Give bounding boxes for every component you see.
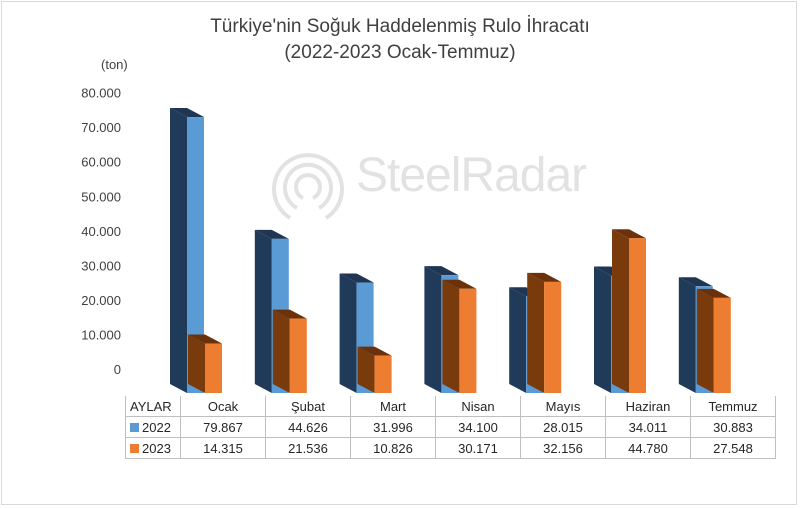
data-cell: 32.156 bbox=[520, 437, 606, 459]
bar-front-face bbox=[374, 355, 392, 393]
bar-side-face bbox=[509, 287, 527, 393]
bar-top-face bbox=[272, 309, 307, 319]
data-cell: 27.548 bbox=[690, 437, 776, 459]
bar-side-face bbox=[357, 346, 375, 393]
bar-front-face bbox=[459, 288, 477, 393]
legend-swatch-2023 bbox=[130, 443, 139, 453]
series-name: 2022 bbox=[142, 419, 171, 435]
bar-top-face bbox=[339, 273, 374, 283]
category-label: Mart bbox=[350, 396, 436, 417]
bar-front-face bbox=[187, 117, 204, 394]
bar-front-face bbox=[289, 318, 307, 393]
bar-2022 bbox=[170, 108, 204, 394]
bar-2023 bbox=[357, 346, 392, 393]
data-table: AYLAR Ocak Şubat Mart Nisan Mayıs Hazira… bbox=[125, 396, 776, 459]
chart-title: Türkiye'nin Soğuk Haddelenmiş Rulo İhrac… bbox=[210, 16, 590, 37]
bar-2023 bbox=[442, 279, 477, 393]
bar-2023 bbox=[527, 272, 562, 393]
y-tick-label: 70.000 bbox=[81, 120, 121, 135]
bar-side-face bbox=[424, 266, 442, 393]
bar-side-face bbox=[188, 334, 205, 393]
data-cell: 30.171 bbox=[435, 437, 521, 459]
data-cell: 30.883 bbox=[690, 416, 776, 438]
y-tick-label: 0 bbox=[114, 362, 121, 377]
watermark-text: SteelRadar bbox=[356, 149, 587, 202]
data-cell: 10.826 bbox=[350, 437, 436, 459]
bar-top-face bbox=[678, 277, 713, 287]
data-cell: 44.780 bbox=[605, 437, 691, 459]
bar-front-face bbox=[629, 238, 646, 393]
bar-top-face bbox=[527, 272, 562, 282]
category-label: Haziran bbox=[605, 396, 691, 417]
bar-top-face bbox=[170, 108, 204, 118]
data-cell: 34.100 bbox=[435, 416, 521, 438]
bar-top-face bbox=[424, 266, 459, 276]
bar-side-face bbox=[612, 229, 629, 393]
bar-series bbox=[170, 108, 731, 394]
data-table-header-row: AYLAR Ocak Şubat Mart Nisan Mayıs Hazira… bbox=[125, 396, 776, 417]
bar-top-face bbox=[442, 279, 477, 289]
bar-side-face bbox=[254, 229, 272, 393]
bar-side-face bbox=[696, 288, 714, 393]
y-tick-label: 60.000 bbox=[81, 155, 121, 170]
y-axis-ticks: 0 10.000 20.000 30.000 40.000 50.000 60.000 70.… bbox=[81, 86, 121, 377]
chart-title-block: Türkiye'nin Soğuk Haddelenmiş Rulo İhrac… bbox=[0, 14, 800, 66]
y-tick-label: 30.000 bbox=[81, 258, 121, 273]
y-tick-label: 50.000 bbox=[81, 189, 121, 204]
steelradar-watermark: SteelRadar bbox=[268, 138, 587, 230]
data-cell: 34.011 bbox=[605, 416, 691, 438]
y-axis-unit-label: (ton) bbox=[101, 57, 128, 72]
radar-logo-icon bbox=[272, 153, 344, 220]
category-label: Mayıs bbox=[520, 396, 606, 417]
data-cell: 21.536 bbox=[265, 437, 351, 459]
bar-side-face bbox=[442, 279, 460, 393]
bar-top-face bbox=[612, 229, 646, 239]
bar-2023 bbox=[188, 334, 222, 393]
bar-2023 bbox=[696, 288, 731, 393]
category-label: Ocak bbox=[180, 396, 266, 417]
bar-front-face bbox=[205, 343, 222, 393]
bar-side-face bbox=[339, 273, 357, 393]
bar-side-face bbox=[678, 277, 696, 393]
data-cell: 44.626 bbox=[265, 416, 351, 438]
bar-top-face bbox=[188, 334, 222, 344]
series-name: 2023 bbox=[142, 440, 171, 456]
data-table-row-2023: 2023 14.315 21.536 10.826 30.171 32.156 … bbox=[125, 437, 776, 459]
data-cell: 31.996 bbox=[350, 416, 436, 438]
y-tick-label: 20.000 bbox=[81, 293, 121, 308]
bar-side-face bbox=[170, 108, 187, 394]
y-tick-label: 80.000 bbox=[81, 86, 121, 101]
bar-side-face bbox=[594, 266, 611, 393]
bar-2023 bbox=[612, 229, 646, 393]
x-axis-title: AYLAR bbox=[125, 396, 181, 417]
category-label: Şubat bbox=[265, 396, 351, 417]
bar-front-face bbox=[713, 297, 731, 393]
y-tick-label: 10.000 bbox=[81, 327, 121, 342]
bar-top-face bbox=[696, 288, 731, 298]
data-cell: 28.015 bbox=[520, 416, 606, 438]
y-tick-label: 40.000 bbox=[81, 224, 121, 239]
category-label: Nisan bbox=[435, 396, 521, 417]
bar-side-face bbox=[272, 309, 290, 393]
bar-front-face bbox=[544, 281, 562, 393]
bar-side-face bbox=[527, 272, 545, 393]
legend-entry-2022: 2022 bbox=[125, 416, 181, 438]
bar-2023 bbox=[272, 309, 307, 393]
bar-top-face bbox=[254, 229, 289, 239]
data-table-row-2022: 2022 79.867 44.626 31.996 34.100 28.015 … bbox=[125, 416, 776, 438]
chart-subtitle: (2022-2023 Ocak-Temmuz) bbox=[284, 42, 516, 63]
data-cell: 14.315 bbox=[180, 437, 266, 459]
legend-entry-2023: 2023 bbox=[125, 437, 181, 459]
category-label: Temmuz bbox=[690, 396, 776, 417]
data-cell: 79.867 bbox=[180, 416, 266, 438]
legend-swatch-2022 bbox=[130, 422, 139, 432]
bar-top-face bbox=[357, 346, 392, 356]
